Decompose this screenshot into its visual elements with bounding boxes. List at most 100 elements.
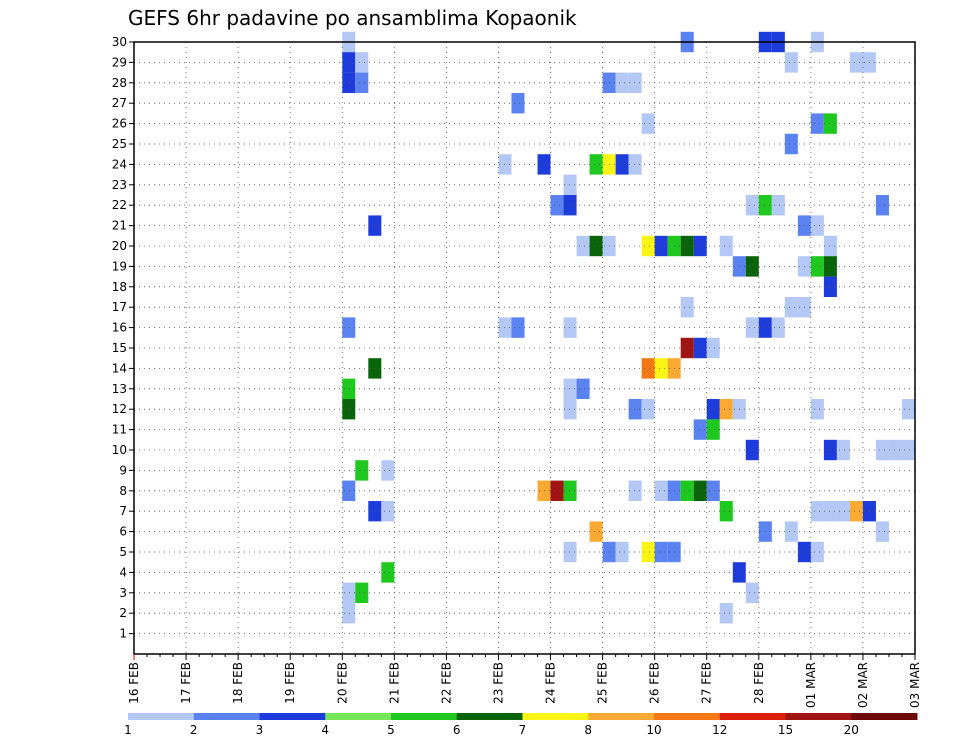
heatmap-cell — [589, 154, 603, 175]
y-tick-label: 13 — [112, 382, 127, 396]
legend-swatch — [522, 713, 589, 720]
legend-swatch — [193, 713, 260, 720]
heatmap-cell — [654, 480, 668, 501]
heatmap-cell — [810, 256, 824, 277]
y-tick-label: 16 — [112, 321, 127, 335]
heatmap-cell — [901, 439, 915, 461]
heatmap-cell — [654, 235, 668, 257]
heatmap-cell — [758, 521, 772, 542]
heatmap-cell — [381, 562, 395, 583]
heatmap-cell — [563, 541, 577, 563]
heatmap-cell — [654, 541, 668, 563]
y-tick-label: 1 — [119, 627, 127, 641]
heatmap-cell — [810, 215, 824, 236]
heatmap-cell — [511, 317, 525, 338]
heatmap-cell — [680, 480, 694, 501]
heatmap-cell — [836, 439, 850, 461]
heatmap-cell — [784, 297, 798, 318]
heatmap-cell — [823, 439, 837, 461]
heatmap-cell — [628, 480, 642, 501]
x-tick-label: 03 MAR — [908, 662, 922, 708]
legend-swatch — [456, 713, 523, 720]
x-tick-label: 23 FEB — [491, 662, 505, 704]
heatmap-cell — [823, 256, 837, 277]
legend-label: 5 — [387, 723, 395, 737]
heatmap-cell — [342, 603, 356, 624]
heatmap-cell — [719, 235, 733, 257]
heatmap-cell — [771, 317, 785, 338]
x-tick-label: 25 FEB — [596, 662, 610, 704]
heatmap-cell — [719, 603, 733, 624]
legend-swatch — [785, 713, 852, 720]
heatmap-cell — [836, 501, 850, 522]
x-tick-label: 19 FEB — [283, 662, 297, 704]
heatmap-cell — [810, 113, 824, 134]
x-tick-label: 28 FEB — [752, 662, 766, 704]
legend-swatch — [128, 713, 195, 720]
legend-label: 3 — [256, 723, 264, 737]
legend-label: 8 — [584, 723, 592, 737]
y-tick-label: 30 — [112, 35, 127, 49]
heatmap-cell — [641, 541, 655, 563]
heatmap-cell — [563, 378, 577, 399]
heatmap-cell — [355, 460, 369, 481]
heatmap-cell — [381, 501, 395, 522]
heatmap-cell — [745, 582, 759, 603]
y-axis: 1234567891011121314151617181920212223242… — [112, 35, 134, 641]
y-tick-label: 29 — [112, 55, 127, 69]
heatmap-cell — [693, 419, 707, 440]
y-tick-label: 19 — [112, 259, 127, 273]
y-tick-label: 10 — [112, 443, 127, 457]
heatmap-cell — [563, 195, 577, 216]
y-tick-label: 6 — [119, 525, 127, 539]
heatmap-cell — [901, 399, 915, 420]
x-tick-label: 17 FEB — [179, 662, 193, 704]
heatmap-cell — [641, 113, 655, 134]
heatmap-cell — [706, 480, 720, 501]
x-tick-label: 26 FEB — [648, 662, 662, 704]
heatmap-cell — [550, 195, 564, 216]
heatmap-cell — [784, 521, 798, 542]
heatmap-cell — [563, 174, 577, 195]
heatmap-cell — [511, 93, 525, 114]
heatmap-cell — [823, 501, 837, 522]
heatmap-cell — [342, 72, 356, 93]
legend-swatch — [851, 713, 918, 720]
heatmap-cell — [784, 52, 798, 73]
heatmap-cell — [628, 72, 642, 93]
x-tick-label: 20 FEB — [335, 662, 349, 704]
heatmap-cell — [550, 480, 564, 501]
heatmap-cell — [615, 154, 629, 175]
y-tick-label: 3 — [119, 586, 127, 600]
heatmap-cell — [693, 480, 707, 501]
legend-label: 20 — [844, 723, 859, 737]
heatmap-cell — [875, 439, 889, 461]
heatmap-cell — [342, 378, 356, 399]
y-tick-label: 15 — [112, 341, 127, 355]
heatmap-cell — [563, 399, 577, 420]
y-tick-label: 14 — [112, 361, 127, 375]
legend-label: 4 — [321, 723, 329, 737]
heatmap-cell — [758, 317, 772, 338]
heatmap-cell — [745, 317, 759, 338]
heatmap-cell — [758, 195, 772, 216]
heatmap-cell — [576, 235, 590, 257]
y-tick-label: 27 — [112, 96, 127, 110]
heatmap-cell — [342, 399, 356, 420]
heatmap-cell — [576, 378, 590, 399]
legend-swatch — [259, 713, 326, 720]
heatmap-cell — [342, 582, 356, 603]
heatmap-cell — [680, 337, 694, 359]
y-tick-label: 22 — [112, 198, 127, 212]
heatmap-cell — [641, 358, 655, 379]
x-tick-label: 01 MAR — [804, 662, 818, 708]
legend-label: 7 — [519, 723, 527, 737]
x-tick-label: 02 MAR — [856, 662, 870, 708]
heatmap-cell — [823, 113, 837, 134]
legend-swatch — [588, 713, 655, 720]
heatmap-cell — [810, 399, 824, 420]
legend-label: 1 — [124, 723, 132, 737]
heatmap-cell — [745, 439, 759, 461]
y-tick-label: 23 — [112, 178, 127, 192]
